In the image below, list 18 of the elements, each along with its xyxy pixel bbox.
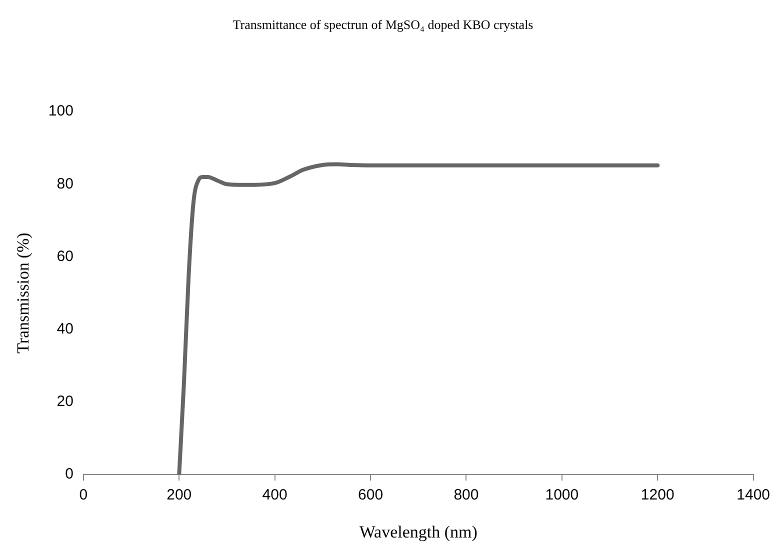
x-tick-label: 1200 [640, 486, 674, 504]
y-tick-label: 60 [56, 248, 74, 265]
y-axis-title: Transmission (%) [14, 232, 33, 354]
x-tick-label: 0 [79, 486, 88, 504]
y-tick-label: 20 [56, 393, 74, 410]
line-series [177, 162, 660, 475]
x-tick-label: 1000 [545, 486, 579, 504]
x-tick-label: 600 [358, 486, 384, 504]
y-tick-label: 80 [56, 175, 74, 192]
x-tick-label: 400 [262, 486, 288, 504]
x-axis-title: Wavelength (nm) [359, 522, 478, 542]
y-tick-label: 100 [48, 102, 74, 120]
y-tick-label: 40 [56, 320, 74, 338]
x-tick-label: 800 [454, 486, 479, 504]
x-tick-label: 200 [166, 486, 192, 504]
x-tick-label: 1400 [736, 486, 770, 504]
y-tick-label: 0 [65, 466, 74, 483]
chart-title: Transmittance of spectrun of MgSO₄ doped KBO crystals [232, 17, 534, 32]
